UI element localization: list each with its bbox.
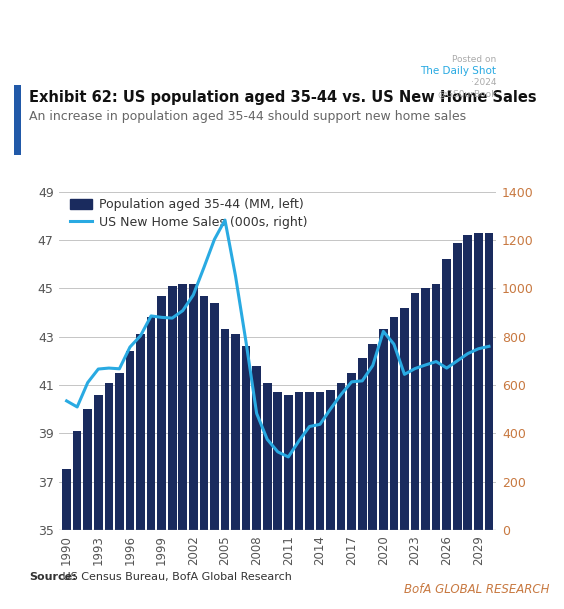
Bar <box>242 347 250 530</box>
Bar <box>157 295 166 530</box>
Bar <box>316 392 324 530</box>
Bar <box>73 431 81 530</box>
Bar <box>411 294 420 530</box>
Bar <box>390 317 398 530</box>
Bar <box>294 392 303 530</box>
Text: Source:: Source: <box>29 572 77 582</box>
Bar <box>136 334 145 530</box>
Bar <box>94 395 103 530</box>
Bar <box>347 373 356 530</box>
Text: An increase in population aged 35-44 should support new home sales: An increase in population aged 35-44 sho… <box>29 110 466 122</box>
Bar <box>379 329 387 530</box>
Bar <box>368 344 377 530</box>
Bar <box>200 295 208 530</box>
Bar <box>442 259 451 530</box>
Bar <box>252 365 261 530</box>
Bar <box>178 284 187 530</box>
Bar <box>115 373 124 530</box>
Bar <box>83 409 92 530</box>
Bar <box>189 284 197 530</box>
Text: Exhibit 62: US population aged 35-44 vs. US New Home Sales: Exhibit 62: US population aged 35-44 vs.… <box>29 90 537 105</box>
Bar <box>168 286 177 530</box>
Bar <box>147 317 156 530</box>
Bar <box>453 242 461 530</box>
Bar <box>484 233 494 530</box>
Bar <box>62 470 71 530</box>
Text: Posted on: Posted on <box>452 55 496 64</box>
Bar <box>231 334 240 530</box>
Bar <box>474 233 483 530</box>
Bar <box>432 284 440 530</box>
Bar <box>221 329 230 530</box>
Text: BofA GLOBAL RESEARCH: BofA GLOBAL RESEARCH <box>404 583 550 596</box>
Bar <box>337 382 345 530</box>
Bar <box>400 308 409 530</box>
Bar <box>210 303 219 530</box>
Bar <box>421 289 430 530</box>
Text: ·2024: ·2024 <box>471 78 496 87</box>
Text: The Daily Shot: The Daily Shot <box>420 66 496 76</box>
Text: @GS0urBook: @GS0urBook <box>437 89 496 98</box>
Bar <box>263 382 271 530</box>
Bar <box>326 390 335 530</box>
Bar <box>274 392 282 530</box>
Text: US Census Bureau, BofA Global Research: US Census Bureau, BofA Global Research <box>59 572 292 582</box>
Bar <box>464 235 472 530</box>
Bar <box>284 395 293 530</box>
Bar <box>305 392 314 530</box>
Legend: Population aged 35-44 (MM, left), US New Home Sales (000s, right): Population aged 35-44 (MM, left), US New… <box>70 198 307 229</box>
Bar <box>358 359 367 530</box>
Bar <box>126 351 134 530</box>
Bar <box>104 382 113 530</box>
